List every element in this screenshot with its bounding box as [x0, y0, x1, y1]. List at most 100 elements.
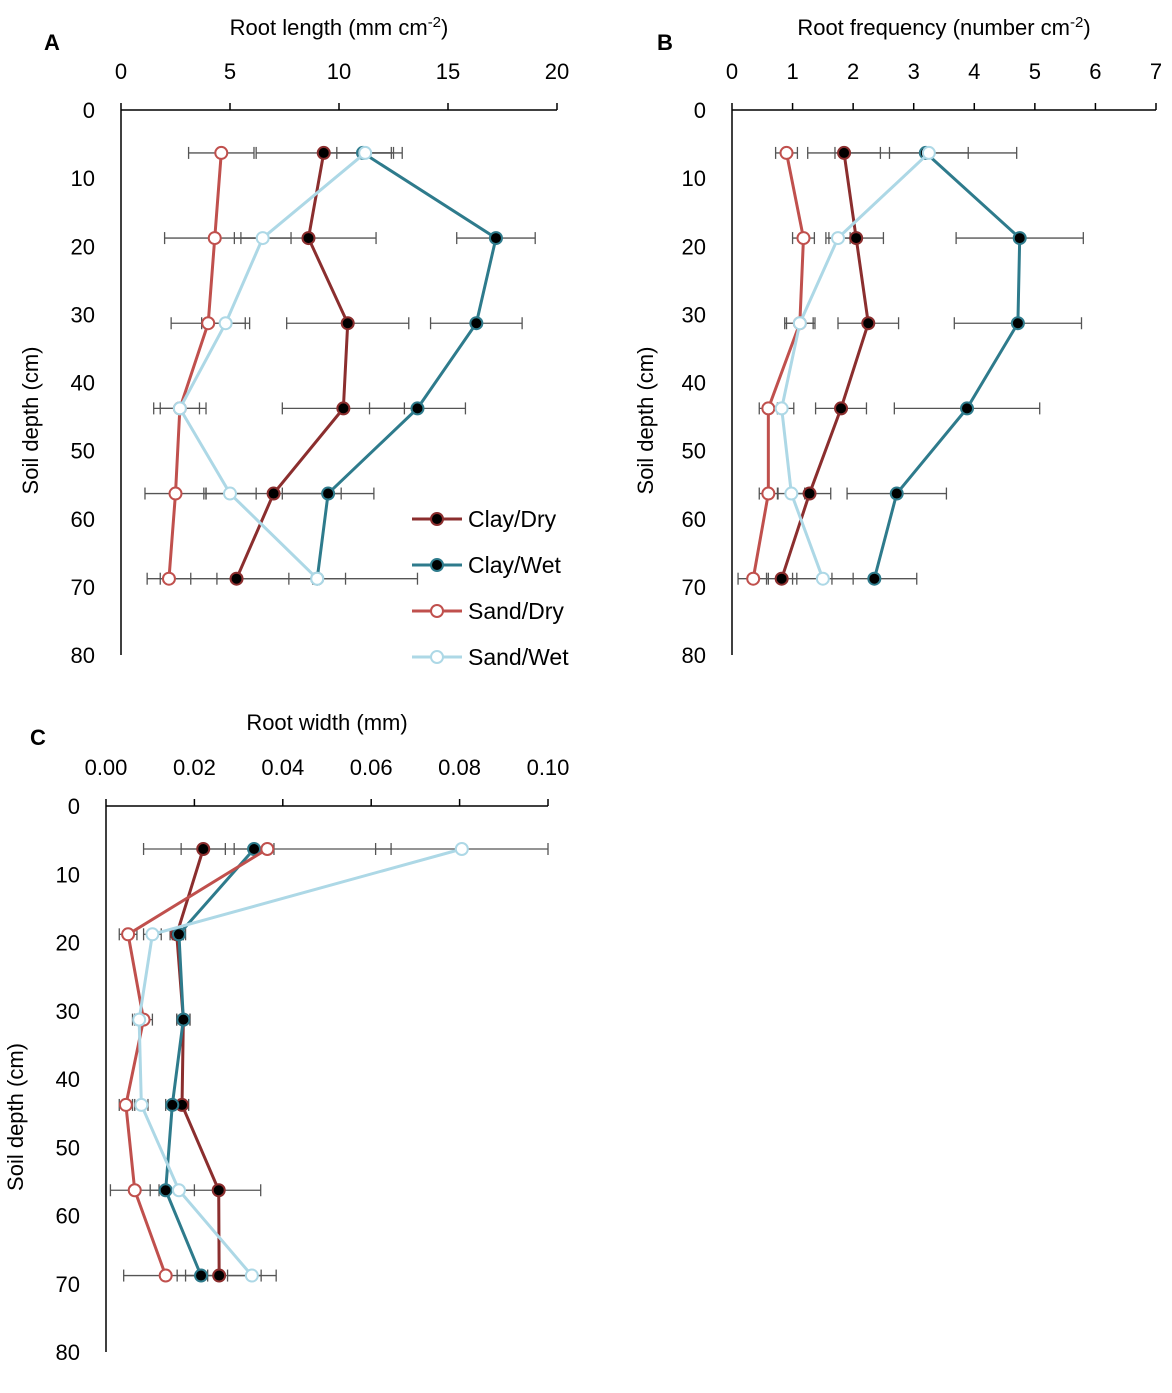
y-tick-label: 60: [71, 507, 95, 532]
y-tick-label: 80: [71, 643, 95, 668]
y-tick-label: 70: [56, 1272, 80, 1297]
data-point: [171, 927, 186, 942]
x-tick-label: 0.08: [438, 755, 481, 780]
data-point: [358, 145, 373, 160]
series-sand-dry: [118, 841, 275, 1283]
data-point: [211, 1183, 226, 1198]
x-axis-title-main: Root frequency (number cm: [797, 15, 1070, 40]
data-point: [247, 841, 262, 856]
x-axis-title: Root frequency (number cm-2): [797, 14, 1090, 41]
data-point: [172, 401, 187, 416]
errorbars-clay-dry: [765, 146, 900, 585]
data-point: [889, 486, 904, 501]
legend-marker: [430, 650, 444, 664]
series-line: [235, 152, 350, 580]
x-axis-title: Root length (mm cm-2): [230, 14, 449, 41]
legend-label: Clay/Wet: [468, 552, 561, 578]
x-tick-label: 20: [545, 59, 569, 84]
y-tick-label: 10: [71, 166, 95, 191]
data-point: [168, 486, 183, 501]
errorbars-clay-wet: [831, 146, 1084, 585]
y-tick-label: 40: [682, 371, 706, 396]
data-point: [1012, 231, 1027, 246]
data-point: [229, 571, 244, 586]
data-point: [194, 1268, 209, 1283]
y-tick-label: 30: [682, 302, 706, 327]
y-tick-label: 20: [71, 234, 95, 259]
series-line: [780, 152, 870, 580]
y-tick-label: 30: [56, 999, 80, 1024]
data-point: [255, 231, 270, 246]
y-tick-label: 50: [56, 1135, 80, 1160]
y-tick-label: 40: [71, 371, 95, 396]
data-point: [796, 231, 811, 246]
x-tick-label: 2: [847, 59, 859, 84]
x-axis-title-sup: -2: [428, 14, 441, 31]
data-point: [1010, 316, 1025, 331]
legend-marker: [430, 558, 444, 572]
data-point: [310, 571, 325, 586]
x-tick-label: 6: [1089, 59, 1101, 84]
x-axis-title-main: Root width (mm): [246, 710, 407, 735]
x-axis-title-suffix: ): [1083, 15, 1090, 40]
data-point: [321, 486, 336, 501]
series-clay-dry: [229, 145, 355, 586]
series-line: [751, 152, 805, 579]
legend-marker: [430, 512, 444, 526]
data-point: [207, 231, 222, 246]
legend-label: Clay/Dry: [468, 506, 557, 532]
x-tick-label: 5: [224, 59, 236, 84]
data-point: [867, 571, 882, 586]
y-axis-title: Soil depth (cm): [18, 347, 43, 495]
series-sand-wet: [172, 145, 373, 586]
data-point: [815, 571, 830, 586]
x-axis-title-suffix: ): [441, 15, 448, 40]
series-line: [167, 152, 223, 579]
errorbars-sand-wet: [131, 842, 549, 1282]
data-point: [834, 401, 849, 416]
y-tick-label: 30: [71, 302, 95, 327]
y-tick-label: 0: [68, 794, 80, 819]
x-axis-title-main: Root length (mm cm: [230, 15, 428, 40]
data-point: [831, 231, 845, 246]
x-tick-label: 4: [968, 59, 980, 84]
panel-letter: B: [657, 30, 673, 55]
legend-label: Sand/Wet: [468, 644, 569, 670]
data-point: [260, 841, 275, 856]
series-line: [178, 151, 367, 580]
data-point: [488, 231, 503, 246]
x-tick-label: 0.00: [85, 755, 128, 780]
y-tick-label: 50: [682, 439, 706, 464]
data-point: [165, 1097, 180, 1112]
errorbars-sand-dry: [144, 146, 266, 585]
data-point: [921, 145, 936, 160]
data-point: [336, 401, 351, 416]
data-point: [132, 1012, 147, 1027]
y-tick-label: 0: [83, 98, 95, 123]
data-point: [784, 486, 799, 501]
data-point: [171, 1183, 186, 1198]
data-point: [802, 486, 817, 501]
data-point: [266, 486, 281, 501]
y-tick-label: 40: [56, 1067, 80, 1092]
y-tick-label: 10: [56, 862, 80, 887]
x-tick-label: 0: [115, 59, 127, 84]
series-line: [137, 847, 463, 1277]
errorbars-sand-dry: [737, 146, 816, 585]
x-tick-label: 7: [1150, 59, 1162, 84]
data-point: [316, 145, 331, 160]
data-point: [340, 316, 355, 331]
series-clay-wet: [158, 841, 262, 1283]
y-axis-title: Soil depth (cm): [3, 1043, 28, 1191]
data-point: [158, 1183, 173, 1198]
data-point: [761, 401, 776, 416]
data-point: [127, 1183, 142, 1198]
y-tick-label: 20: [56, 931, 80, 956]
data-point: [218, 316, 233, 331]
panel-A: A Root length (mm cm-2) Soil depth (cm) 0 5 1…: [18, 14, 569, 671]
data-point: [746, 571, 761, 586]
x-tick-label: 0.04: [261, 755, 304, 780]
y-tick-label: 60: [56, 1204, 80, 1229]
series-sand-dry: [161, 145, 229, 586]
data-point: [134, 1097, 149, 1112]
